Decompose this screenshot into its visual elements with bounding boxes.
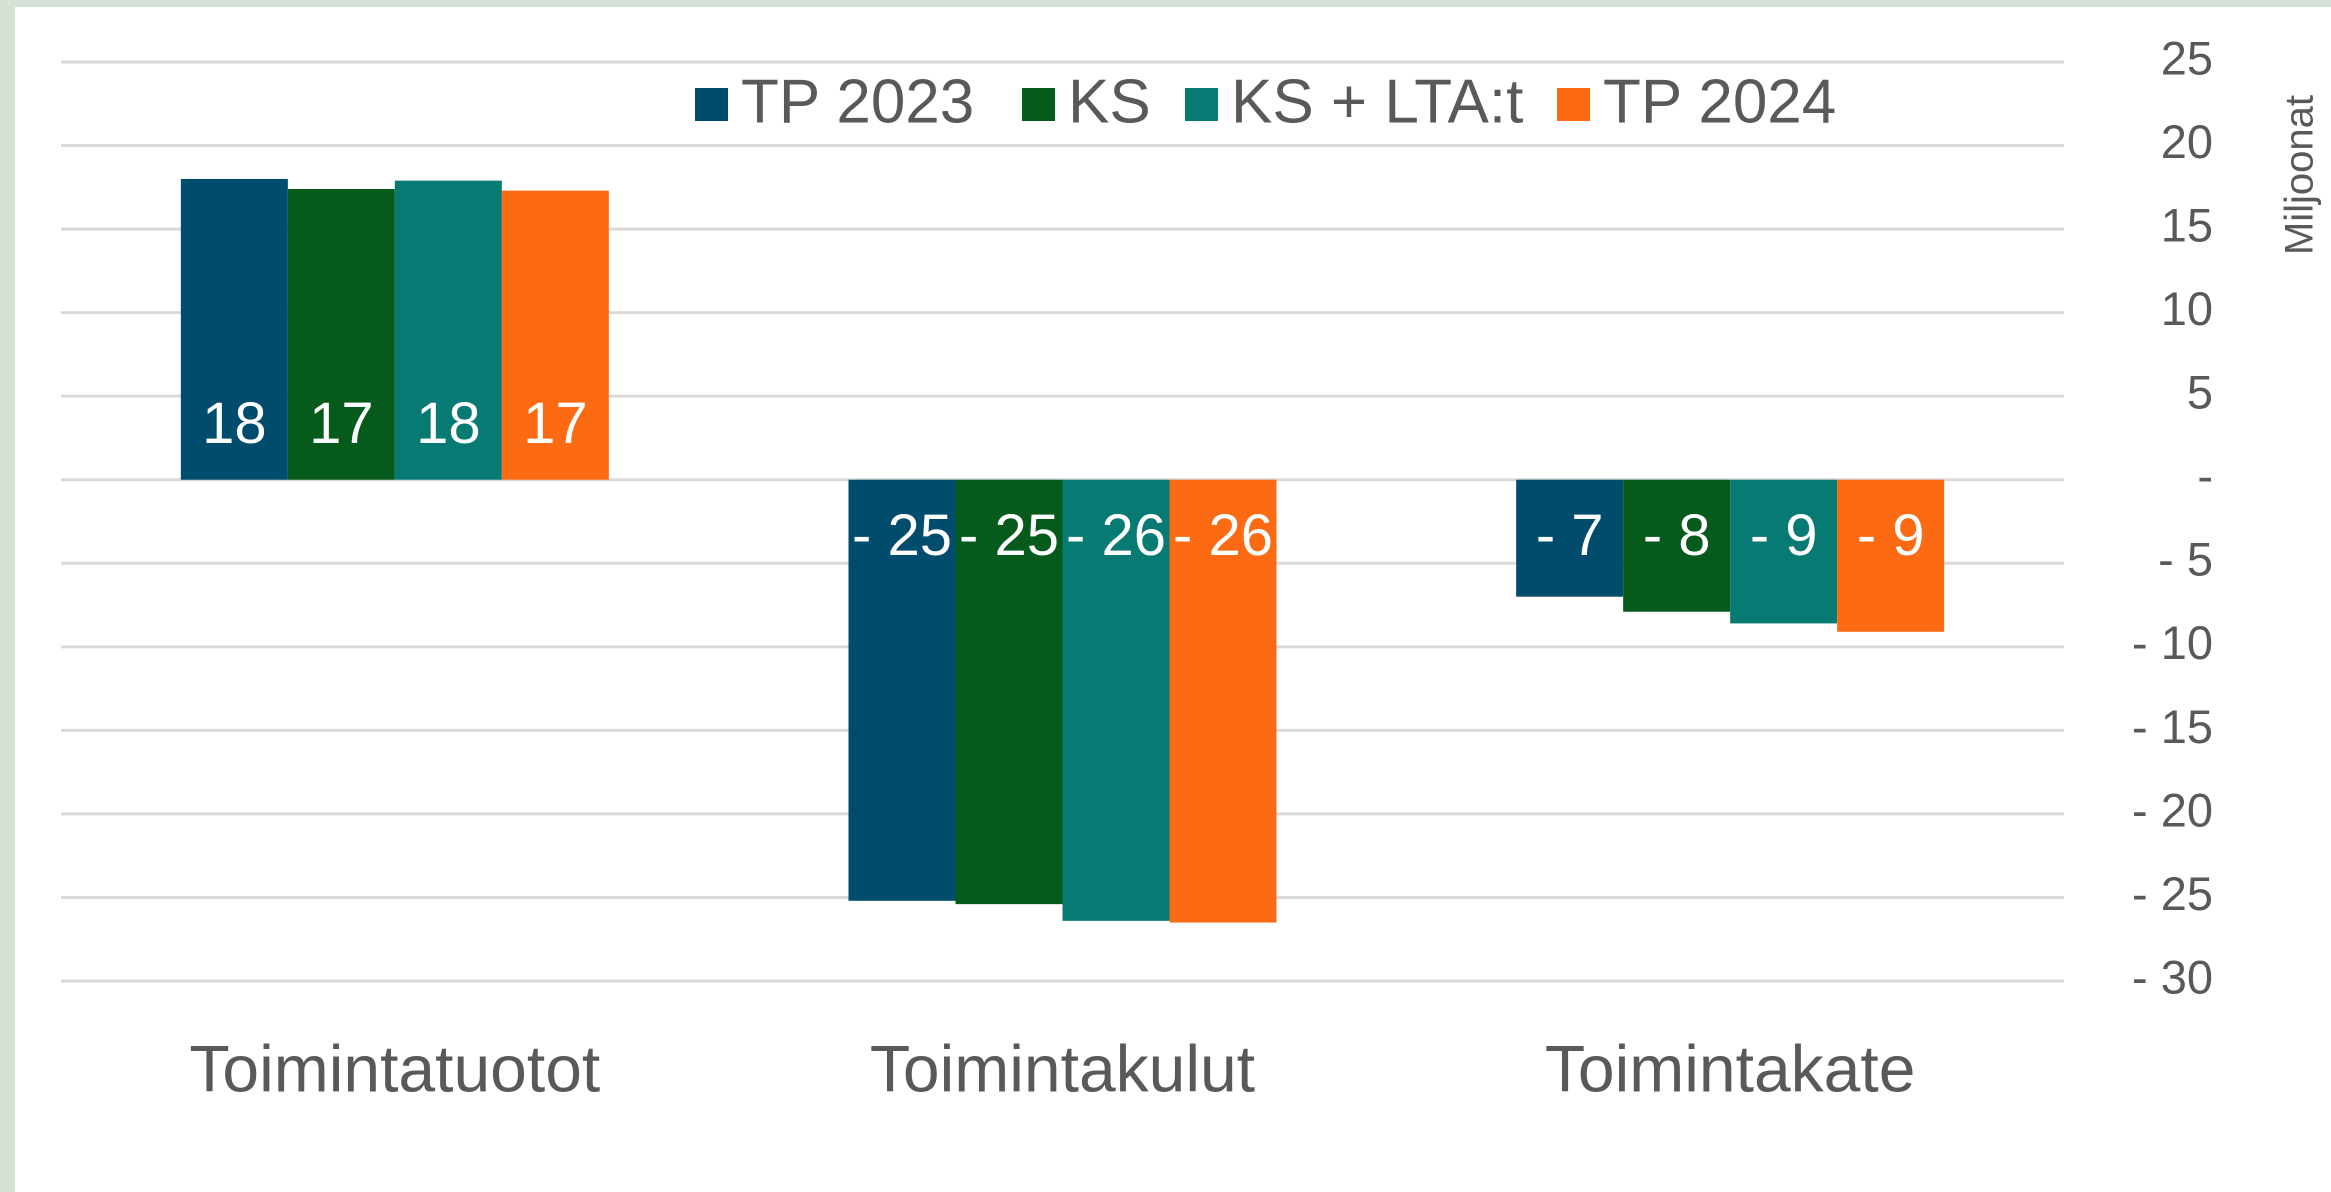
y-tick-label: 25	[2161, 31, 2213, 84]
bar	[287, 188, 395, 480]
data-label: - 26	[1066, 503, 1166, 568]
data-label: - 8	[1643, 503, 1711, 568]
data-label: - 25	[959, 503, 1059, 568]
x-tick-label: Toimintakate	[1545, 1031, 1916, 1105]
y-tick-label: - 20	[2132, 783, 2213, 836]
legend-swatch	[1557, 88, 1590, 121]
data-label: 17	[523, 391, 588, 456]
y-tick-label: 15	[2161, 199, 2213, 252]
y-tick-label: - 15	[2132, 700, 2213, 753]
legend-label: KS	[1068, 67, 1151, 136]
data-label: - 7	[1536, 503, 1604, 568]
bar	[1516, 479, 1624, 597]
x-tick-label: Toimintatuotot	[189, 1031, 600, 1105]
bar	[848, 479, 956, 901]
data-label: - 9	[1750, 503, 1818, 568]
bar	[501, 190, 609, 480]
data-label: - 25	[852, 503, 952, 568]
bar	[394, 180, 502, 480]
data-label: 18	[202, 391, 267, 456]
legend-label: KS + LTA:t	[1231, 67, 1523, 136]
bar	[955, 479, 1063, 905]
bar	[180, 178, 288, 480]
y-tick-label: - 10	[2132, 616, 2213, 669]
y-tick-label: 10	[2161, 282, 2213, 335]
data-label: - 9	[1857, 503, 1925, 568]
axis-title: Miljoonat	[2278, 95, 2322, 255]
legend-swatch	[1185, 88, 1218, 121]
data-label: - 26	[1173, 503, 1273, 568]
y-tick-label: -	[2197, 449, 2213, 502]
y-tick-label: - 30	[2132, 950, 2213, 1003]
bar	[1169, 479, 1277, 923]
x-tick-label: Toimintakulut	[870, 1031, 1255, 1105]
y-tick-label: 5	[2187, 366, 2213, 419]
legend-swatch	[695, 88, 728, 121]
bar	[1730, 479, 1838, 624]
bar	[1062, 479, 1170, 921]
y-tick-label: - 5	[2158, 533, 2213, 586]
y-tick-label: 20	[2161, 115, 2213, 168]
bar	[1623, 479, 1731, 612]
legend-label: TP 2024	[1603, 67, 1836, 136]
data-label: 18	[416, 391, 481, 456]
y-tick-label: - 25	[2132, 867, 2213, 920]
legend-label: TP 2023	[741, 67, 974, 136]
data-label: 17	[309, 391, 374, 456]
legend-swatch	[1022, 88, 1055, 121]
bar	[1837, 479, 1945, 632]
